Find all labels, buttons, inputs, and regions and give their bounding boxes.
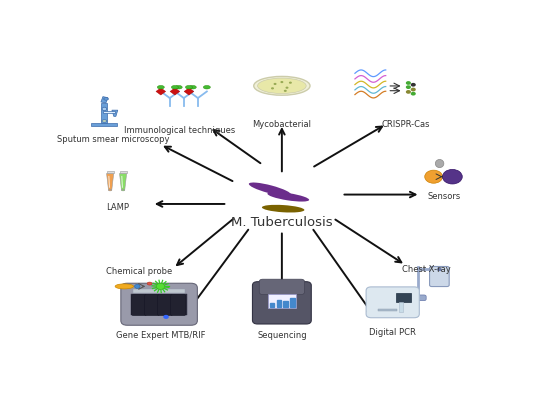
Circle shape — [284, 90, 287, 92]
Circle shape — [406, 90, 411, 94]
Text: Digital PCR: Digital PCR — [369, 328, 416, 337]
Circle shape — [425, 170, 443, 183]
Ellipse shape — [185, 85, 192, 89]
Ellipse shape — [102, 120, 107, 122]
Circle shape — [285, 87, 289, 89]
FancyBboxPatch shape — [157, 295, 173, 315]
Text: Immunological techniques: Immunological techniques — [124, 126, 235, 135]
Ellipse shape — [122, 189, 125, 191]
Ellipse shape — [102, 107, 107, 111]
Circle shape — [163, 315, 169, 319]
Polygon shape — [91, 123, 117, 126]
Text: Sputum smear microscopy: Sputum smear microscopy — [57, 135, 170, 144]
Ellipse shape — [436, 160, 444, 168]
Circle shape — [135, 284, 140, 289]
Polygon shape — [119, 173, 126, 190]
Bar — [270, 303, 274, 307]
Ellipse shape — [262, 205, 304, 212]
Text: Sensors: Sensors — [427, 192, 460, 201]
Ellipse shape — [157, 85, 164, 89]
Circle shape — [273, 83, 277, 85]
Ellipse shape — [267, 192, 309, 201]
Circle shape — [280, 81, 283, 83]
Polygon shape — [170, 88, 180, 95]
Circle shape — [406, 81, 411, 85]
FancyBboxPatch shape — [259, 279, 305, 295]
Bar — [397, 293, 411, 302]
Bar — [378, 309, 397, 311]
Bar — [101, 103, 107, 123]
Bar — [283, 301, 288, 307]
Ellipse shape — [249, 182, 291, 196]
Circle shape — [271, 87, 274, 90]
Circle shape — [411, 92, 416, 96]
Circle shape — [406, 85, 411, 89]
Polygon shape — [112, 110, 118, 116]
Text: Gene Expert MTB/RIF: Gene Expert MTB/RIF — [116, 331, 205, 340]
Circle shape — [437, 268, 442, 271]
Bar — [101, 96, 108, 103]
Ellipse shape — [115, 284, 134, 289]
Bar — [268, 294, 296, 308]
Bar — [107, 171, 114, 173]
Circle shape — [443, 169, 462, 184]
Text: Mycobacterial: Mycobacterial — [252, 120, 311, 129]
Ellipse shape — [254, 77, 310, 95]
FancyBboxPatch shape — [430, 267, 449, 287]
Bar — [290, 298, 295, 307]
Circle shape — [411, 88, 416, 92]
Text: LAMP: LAMP — [106, 203, 129, 212]
Ellipse shape — [257, 78, 306, 94]
Bar — [119, 171, 126, 173]
Ellipse shape — [172, 85, 178, 89]
FancyBboxPatch shape — [252, 282, 311, 324]
Bar — [277, 300, 281, 307]
FancyBboxPatch shape — [170, 295, 186, 315]
Bar — [399, 302, 403, 313]
Text: Sequencing: Sequencing — [257, 331, 307, 340]
Text: M. Tuberculosis: M. Tuberculosis — [231, 216, 333, 229]
Ellipse shape — [204, 85, 210, 89]
Polygon shape — [156, 88, 166, 95]
Bar — [131, 294, 187, 315]
Circle shape — [156, 283, 164, 289]
FancyBboxPatch shape — [145, 295, 160, 315]
Text: Chest X-ray: Chest X-ray — [403, 265, 451, 274]
Ellipse shape — [175, 85, 182, 89]
Bar — [102, 112, 116, 113]
Polygon shape — [107, 173, 114, 190]
Text: Chemical probe: Chemical probe — [106, 267, 172, 276]
Ellipse shape — [147, 282, 152, 285]
FancyBboxPatch shape — [131, 295, 147, 315]
Text: CRISPR-Cas: CRISPR-Cas — [381, 120, 430, 129]
FancyBboxPatch shape — [406, 295, 426, 301]
FancyBboxPatch shape — [121, 283, 197, 325]
Polygon shape — [184, 88, 194, 95]
Circle shape — [411, 83, 416, 87]
FancyBboxPatch shape — [366, 287, 419, 318]
Ellipse shape — [108, 189, 112, 191]
Ellipse shape — [104, 98, 108, 100]
Ellipse shape — [189, 85, 196, 89]
Circle shape — [289, 81, 292, 84]
Bar — [133, 289, 185, 293]
